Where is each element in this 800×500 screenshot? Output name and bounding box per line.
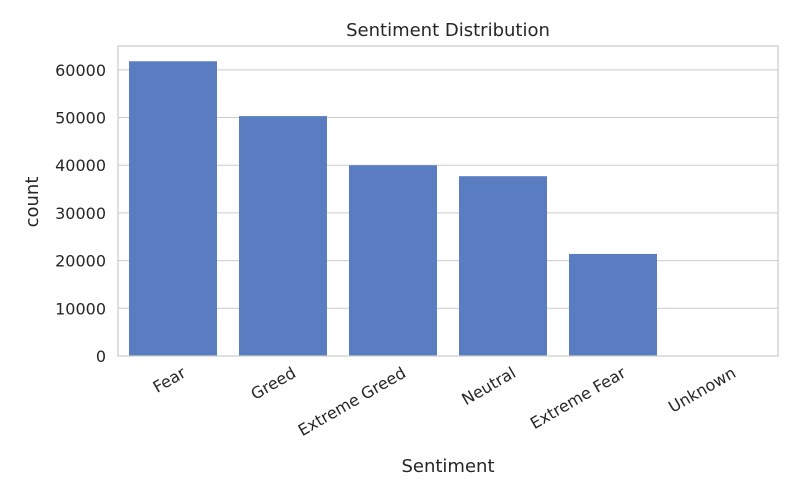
y-tick-label: 20000 [55,252,106,271]
y-tick-label: 40000 [55,156,106,175]
x-tick-label: Fear [150,363,190,397]
x-tick-label: Greed [248,363,299,404]
x-tick-label: Unknown [665,363,739,417]
x-tick-label: Neutral [458,363,519,409]
x-tick-label: Extreme Greed [295,363,409,440]
y-tick-label: 60000 [55,61,106,80]
plot-frame [117,45,779,357]
bar-neutral [459,176,547,356]
bar-extreme-fear [569,253,657,356]
bar-greed [239,116,327,356]
x-tick-label: Extreme Fear [527,363,630,433]
y-tick-label: 10000 [55,299,106,318]
bars [129,61,657,357]
y-tick-labels: 0 10000 20000 30000 40000 50000 60000 [55,61,106,366]
y-tick-label: 0 [96,347,106,366]
gridlines [118,69,778,357]
bar-fear [129,61,217,357]
chart-title: Sentiment Distribution [346,20,550,41]
y-tick-label: 30000 [55,204,106,223]
x-axis-title: Sentiment [401,456,494,477]
y-tick-label: 50000 [55,109,106,128]
bar-extreme-greed [349,165,437,356]
y-axis-title: count [22,177,43,228]
